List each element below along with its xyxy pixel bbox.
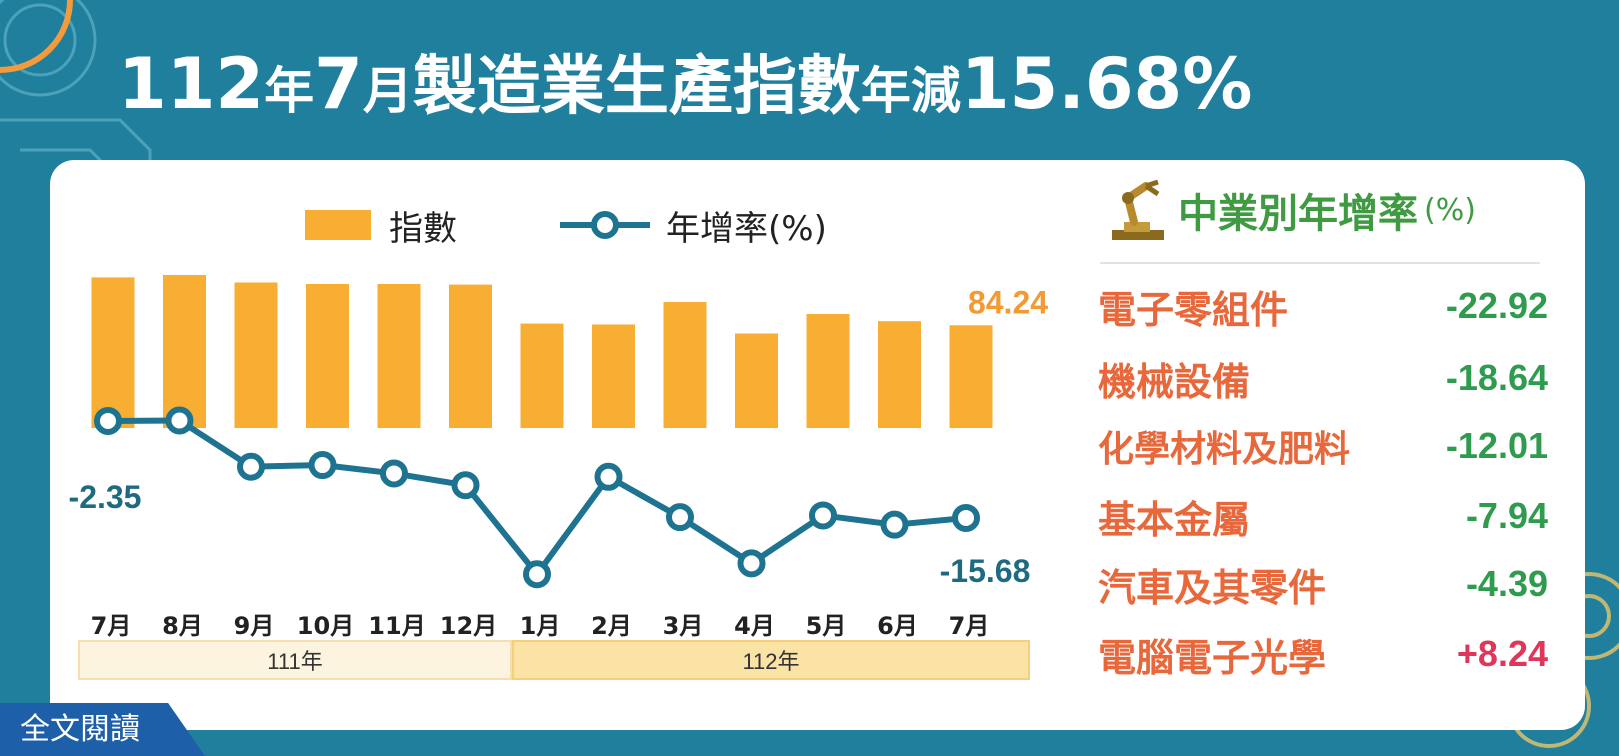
industry-value: -22.92 bbox=[1445, 285, 1548, 326]
industry-name: 汽車及其零件 bbox=[1098, 565, 1327, 610]
industry-panel-header: 中業別年增率 (%) bbox=[1108, 175, 1476, 245]
year-band-111: 111年 bbox=[78, 640, 512, 680]
legend-item-line: 年增率(%) bbox=[560, 205, 827, 249]
title-year: 112 bbox=[118, 43, 265, 125]
year-band-112: 112年 bbox=[512, 640, 1030, 680]
industry-row: 電子零組件 -22.92 bbox=[1098, 278, 1548, 334]
title-change-value: 15.68% bbox=[960, 43, 1253, 125]
industry-row: 機械設備 -18.64 bbox=[1098, 350, 1548, 406]
title-year-unit: 年 bbox=[264, 62, 315, 120]
industry-value: -4.39 bbox=[1465, 563, 1548, 604]
legend-item-bar: 指數 bbox=[305, 205, 457, 249]
industry-value: +8.24 bbox=[1456, 633, 1548, 674]
industry-row: 化學材料及肥料 -12.01 bbox=[1098, 418, 1548, 474]
divider bbox=[1100, 262, 1540, 264]
read-full-text-button[interactable]: 全文閱讀 bbox=[0, 703, 205, 756]
industry-value: -18.64 bbox=[1445, 357, 1548, 398]
industry-row: 基本金屬 -7.94 bbox=[1098, 488, 1548, 544]
page-title: 112年7月製造業生產指數年減15.68% bbox=[118, 34, 1558, 134]
title-month-unit: 月 bbox=[362, 62, 413, 120]
industry-panel-title: 中業別年增率 bbox=[1178, 191, 1418, 237]
title-subject: 製造業生產指數 bbox=[412, 50, 861, 124]
industry-value: -7.94 bbox=[1465, 495, 1548, 536]
industry-row: 汽車及其零件 -4.39 bbox=[1098, 556, 1548, 612]
industry-name: 電子零組件 bbox=[1098, 287, 1289, 332]
title-month: 7 bbox=[314, 43, 363, 125]
industry-name: 化學材料及肥料 bbox=[1098, 429, 1351, 470]
legend-line-swatch bbox=[560, 211, 650, 239]
industry-row: 電腦電子光學 +8.24 bbox=[1098, 626, 1548, 682]
industry-name: 基本金屬 bbox=[1098, 497, 1251, 542]
industry-name: 電腦電子光學 bbox=[1098, 635, 1327, 680]
robot-arm-icon bbox=[1112, 179, 1164, 240]
legend-bar-label: 指數 bbox=[389, 208, 457, 249]
legend-line-label: 年增率(%) bbox=[666, 208, 827, 249]
industry-value: -12.01 bbox=[1445, 425, 1548, 466]
legend-bar-swatch bbox=[305, 210, 371, 240]
industry-name: 機械設備 bbox=[1098, 359, 1251, 404]
title-change-word: 年減 bbox=[860, 62, 961, 120]
industry-panel-unit: (%) bbox=[1424, 192, 1476, 228]
